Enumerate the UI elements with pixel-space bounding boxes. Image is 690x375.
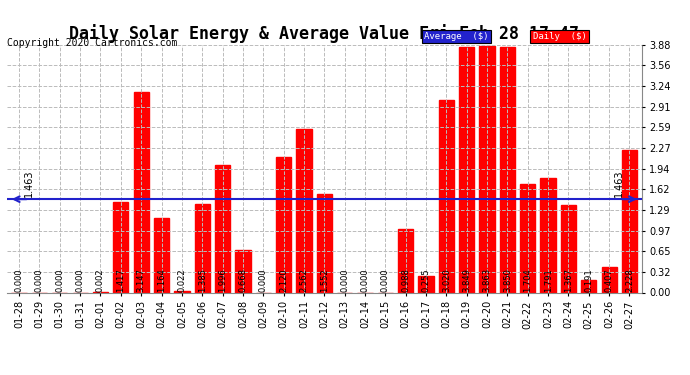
Text: 2.562: 2.562 [299,268,308,292]
Bar [622,150,637,292]
Bar [500,47,515,292]
Bar [215,165,230,292]
Text: 0.000: 0.000 [340,268,349,292]
Bar [134,92,149,292]
Text: 2.228: 2.228 [625,268,634,292]
Text: Average  ($): Average ($) [424,32,489,41]
Text: 1.385: 1.385 [198,268,207,292]
Bar [113,202,128,292]
Bar [154,218,169,292]
Text: 0.000: 0.000 [259,268,268,292]
Text: 0.000: 0.000 [14,268,23,292]
Bar [195,204,210,292]
Bar [520,184,535,292]
Bar [276,157,291,292]
Text: 0.255: 0.255 [422,268,431,292]
Bar [561,205,576,292]
Text: 3.849: 3.849 [462,268,471,292]
Bar [439,100,454,292]
Text: 1.996: 1.996 [218,268,227,292]
Text: 1.164: 1.164 [157,268,166,292]
Text: 0.000: 0.000 [55,268,64,292]
Text: Copyright 2020 Cartronics.com: Copyright 2020 Cartronics.com [7,38,177,48]
Bar [317,194,332,292]
Bar [540,178,555,292]
Text: 1.417: 1.417 [117,268,126,292]
Text: 2.120: 2.120 [279,268,288,292]
Bar [398,230,413,292]
Text: 0.022: 0.022 [177,268,186,292]
Bar [459,47,474,292]
Text: 3.863: 3.863 [482,268,491,292]
Bar [418,276,433,292]
Text: Daily  ($): Daily ($) [533,32,586,41]
Text: 0.988: 0.988 [401,268,410,292]
Text: 3.020: 3.020 [442,268,451,292]
Text: 3.147: 3.147 [137,268,146,292]
Bar [581,280,596,292]
Text: 3.850: 3.850 [503,268,512,292]
Bar [235,250,250,292]
Text: 0.002: 0.002 [96,268,105,292]
Text: 1.704: 1.704 [523,268,532,292]
Text: 1.791: 1.791 [544,268,553,292]
Bar [175,291,190,292]
Text: 1.463: 1.463 [24,169,34,196]
Text: 1.463: 1.463 [614,169,624,196]
Bar [602,267,617,292]
Text: 0.191: 0.191 [584,268,593,292]
Bar [480,46,495,292]
Text: 0.000: 0.000 [35,268,44,292]
Text: 0.668: 0.668 [239,268,248,292]
Text: 0.000: 0.000 [76,268,85,292]
Text: 0.000: 0.000 [360,268,369,292]
Text: 1.552: 1.552 [319,268,329,292]
Text: 0.407: 0.407 [604,268,613,292]
Title: Daily Solar Energy & Average Value Fri Feb 28 17:47: Daily Solar Energy & Average Value Fri F… [69,24,580,44]
Bar [296,129,312,292]
Text: 1.367: 1.367 [564,268,573,292]
Text: 0.000: 0.000 [381,268,390,292]
